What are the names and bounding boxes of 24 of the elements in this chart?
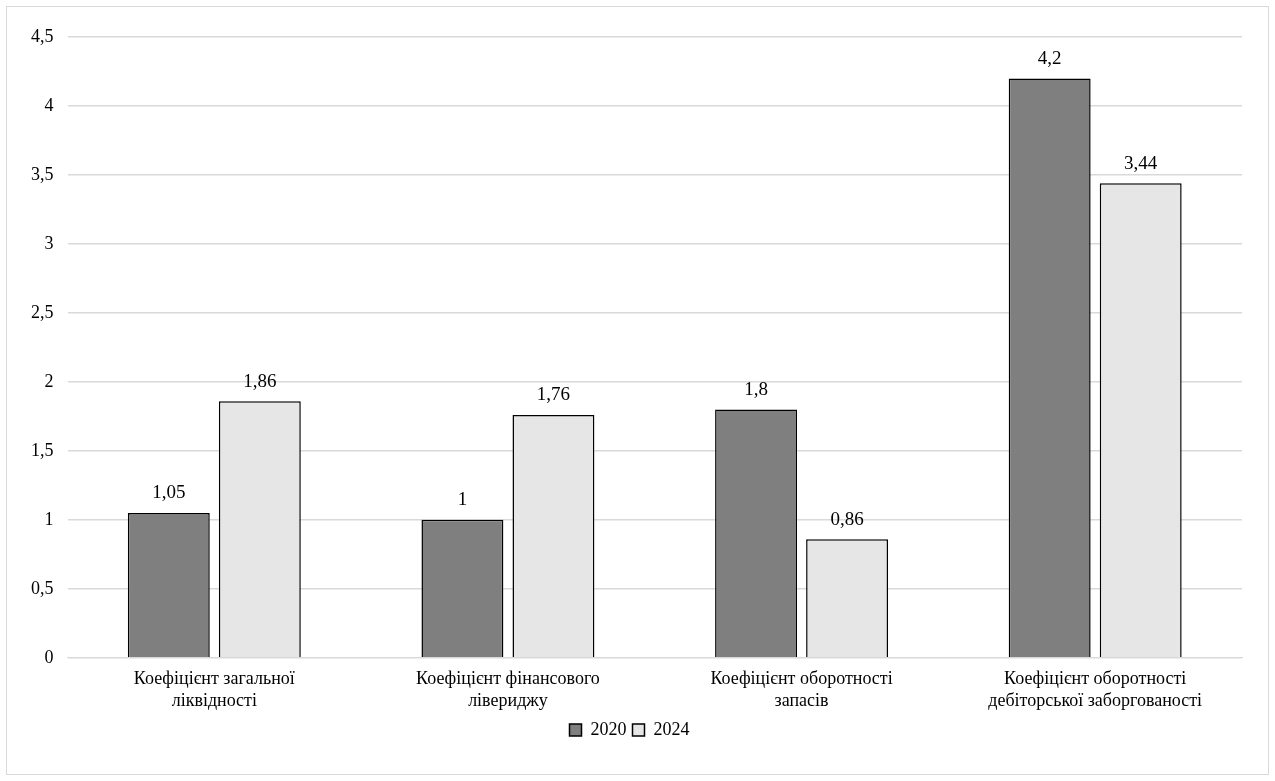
data-label: 4,2 — [1037, 46, 1062, 68]
legend-label: 2024 — [653, 718, 690, 739]
data-label: 3,44 — [1124, 151, 1158, 173]
data-label: 1,8 — [744, 377, 768, 399]
y-tick-label: 4,5 — [31, 25, 54, 46]
y-tick-label: 3,5 — [31, 163, 54, 184]
x-tick-label: Коефіцієнт фінансового лівериджу — [416, 668, 600, 710]
data-label: 1 — [457, 488, 468, 510]
legend-label: 2020 — [590, 718, 627, 739]
y-tick-label: 1 — [44, 508, 54, 529]
x-tick-label: Коефіцієнт оборотності дебіторської заборгованості — [988, 668, 1203, 710]
data-label: 1,86 — [243, 369, 277, 391]
data-label: 0,86 — [830, 507, 864, 529]
x-tick-label: Коефіцієнт загальної ліквідності — [133, 668, 295, 710]
y-tick-label: 2,5 — [31, 301, 54, 322]
y-tick-label: 1,5 — [31, 439, 54, 460]
y-tick-label: 0,5 — [31, 577, 54, 598]
y-tick-label: 3 — [44, 232, 54, 253]
y-tick-label: 4 — [44, 94, 54, 115]
x-tick-label: Коефіцієнт оборотності запасів — [710, 668, 893, 710]
data-label: 1,76 — [536, 383, 571, 405]
y-tick-label: 2 — [44, 370, 54, 391]
data-label: 1,05 — [152, 481, 186, 503]
y-tick-label: 0 — [44, 646, 54, 667]
